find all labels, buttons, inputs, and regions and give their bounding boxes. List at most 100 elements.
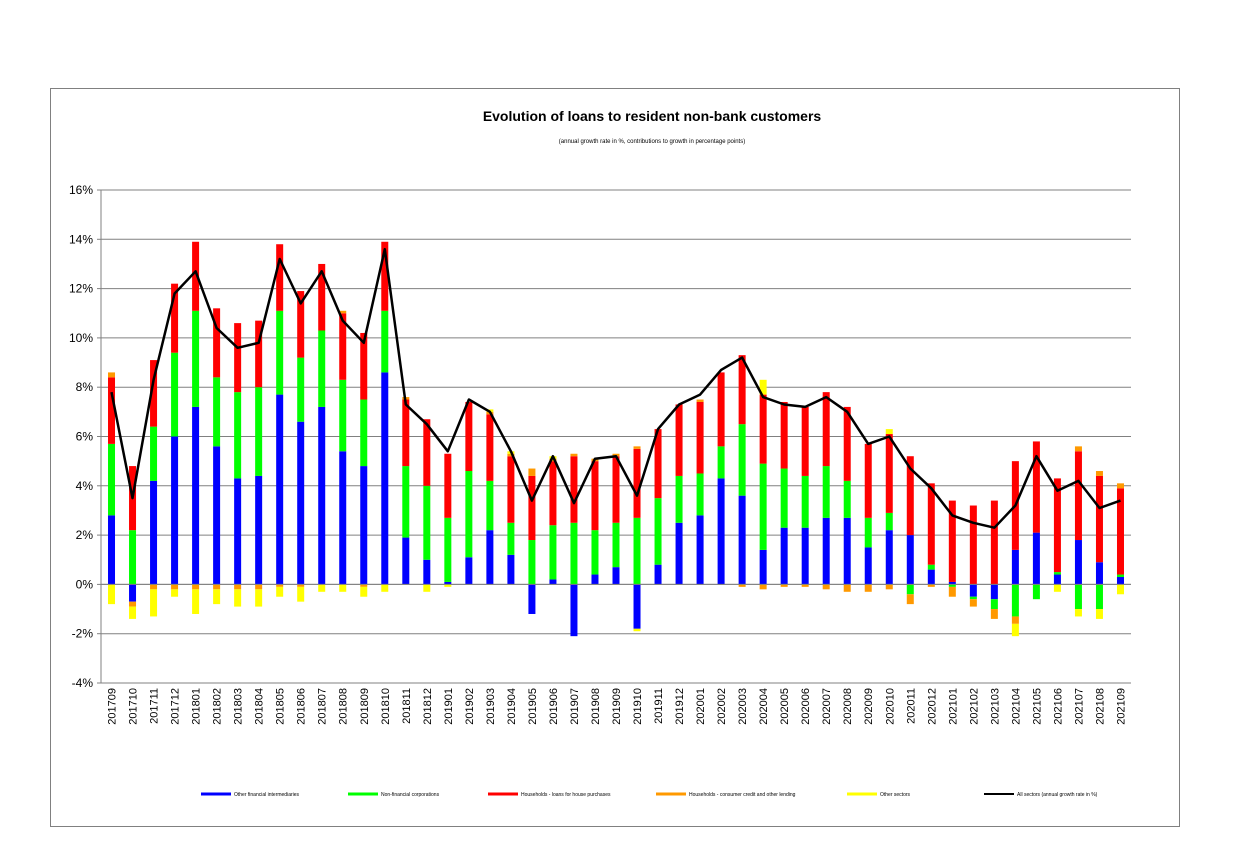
bar-non-financial-corporations xyxy=(465,471,473,558)
bar-non-financial-corporations xyxy=(822,466,830,518)
bar-households-loans-for-house-purchases xyxy=(1032,441,1040,533)
bar-households-consumer-credit-and-other-lending xyxy=(990,609,998,619)
bar-other-financial-intermediaries xyxy=(864,547,872,585)
x-tick-label: 201902 xyxy=(464,688,476,725)
bar-households-loans-for-house-purchases xyxy=(675,404,683,476)
bar-other-financial-intermediaries xyxy=(507,554,515,585)
y-tick-label: 14% xyxy=(69,232,93,246)
x-tick-label: 201909 xyxy=(611,688,623,725)
x-tick-label: 202108 xyxy=(1094,688,1106,725)
bar-non-financial-corporations xyxy=(486,480,494,531)
bar-households-loans-for-house-purchases xyxy=(465,401,473,472)
bar-households-loans-for-house-purchases xyxy=(108,377,116,444)
axes xyxy=(100,190,1131,683)
bar-households-consumer-credit-and-other-lending xyxy=(906,594,914,605)
bar-households-consumer-credit-and-other-lending xyxy=(360,584,368,587)
bar-other-sectors xyxy=(360,586,368,597)
x-tick-label: 202004 xyxy=(758,688,770,725)
x-tick-label: 202009 xyxy=(863,688,875,725)
bar-households-loans-for-house-purchases xyxy=(696,401,704,474)
bar-other-financial-intermediaries xyxy=(465,557,473,585)
y-tick-label: 8% xyxy=(76,380,94,394)
bar-households-consumer-credit-and-other-lending xyxy=(948,586,956,597)
bar-non-financial-corporations xyxy=(1095,584,1103,610)
bar-other-financial-intermediaries xyxy=(276,394,284,585)
bar-households-loans-for-house-purchases xyxy=(612,456,620,523)
x-tick-label: 201801 xyxy=(191,688,203,725)
bar-other-financial-intermediaries xyxy=(360,466,368,585)
bar-other-sectors xyxy=(171,589,179,597)
bar-other-sectors xyxy=(234,589,242,607)
bar-other-financial-intermediaries xyxy=(1095,562,1103,585)
x-tick-label: 202011 xyxy=(905,688,917,724)
x-tick-label: 201907 xyxy=(569,688,581,725)
bar-other-financial-intermediaries xyxy=(969,584,977,597)
x-tick-label: 202005 xyxy=(779,688,791,725)
x-tick-label: 202003 xyxy=(737,688,749,725)
bar-non-financial-corporations xyxy=(969,596,977,600)
bar-other-financial-intermediaries xyxy=(990,584,998,600)
bar-non-financial-corporations xyxy=(612,522,620,568)
bar-households-consumer-credit-and-other-lending xyxy=(129,601,137,607)
y-tick-label: 10% xyxy=(69,331,93,345)
bar-non-financial-corporations xyxy=(318,330,326,407)
bar-households-loans-for-house-purchases xyxy=(570,456,578,523)
bar-non-financial-corporations xyxy=(948,584,956,587)
x-tick-label: 202001 xyxy=(695,688,707,725)
bar-other-financial-intermediaries xyxy=(255,475,263,585)
bar-non-financial-corporations xyxy=(633,517,641,585)
x-tick-label: 201810 xyxy=(380,688,392,725)
bar-households-consumer-credit-and-other-lending xyxy=(738,584,746,587)
bar-non-financial-corporations xyxy=(843,480,851,518)
x-tick-label: 202008 xyxy=(842,688,854,725)
bar-other-financial-intermediaries xyxy=(612,567,620,585)
x-tick-label: 201802 xyxy=(212,688,224,725)
bar-non-financial-corporations xyxy=(234,392,242,479)
bar-other-sectors xyxy=(633,628,641,632)
chart: Evolution of loans to resident non-bank … xyxy=(69,108,1131,798)
total-line-series xyxy=(110,247,1121,529)
bar-other-sectors xyxy=(381,584,389,592)
x-tick-label: 201903 xyxy=(485,688,497,725)
bar-non-financial-corporations xyxy=(276,310,284,395)
bar-households-loans-for-house-purchases xyxy=(843,406,851,481)
bar-non-financial-corporations xyxy=(423,485,431,560)
bar-households-loans-for-house-purchases xyxy=(906,456,914,536)
bar-households-loans-for-house-purchases xyxy=(213,308,221,378)
bar-non-financial-corporations xyxy=(129,530,137,585)
x-tick-label: 201808 xyxy=(338,688,350,725)
bar-other-financial-intermediaries xyxy=(549,579,557,585)
bar-other-financial-intermediaries xyxy=(948,581,956,585)
bar-other-financial-intermediaries xyxy=(297,421,305,585)
bar-households-loans-for-house-purchases xyxy=(318,263,326,331)
bar-households-consumer-credit-and-other-lending xyxy=(843,584,851,592)
bar-other-financial-intermediaries xyxy=(129,584,137,602)
x-tick-label: 202102 xyxy=(968,688,980,725)
x-tick-label: 201806 xyxy=(296,688,308,725)
gridlines xyxy=(97,189,1131,684)
bar-non-financial-corporations xyxy=(885,512,893,531)
bar-other-sectors xyxy=(1116,584,1124,595)
bar-households-loans-for-house-purchases xyxy=(759,394,767,464)
bar-households-consumer-credit-and-other-lending xyxy=(759,584,767,590)
bar-other-sectors xyxy=(444,584,452,587)
bar-non-financial-corporations xyxy=(360,399,368,467)
bar-other-sectors xyxy=(1053,584,1061,592)
bar-households-consumer-credit-and-other-lending xyxy=(171,584,179,590)
bar-non-financial-corporations xyxy=(192,310,200,407)
y-tick-label: 6% xyxy=(76,430,94,444)
bar-households-consumer-credit-and-other-lending xyxy=(801,584,809,587)
bar-households-loans-for-house-purchases xyxy=(297,291,305,358)
bar-non-financial-corporations xyxy=(150,426,158,481)
bar-non-financial-corporations xyxy=(549,525,557,580)
bar-other-sectors xyxy=(297,586,305,602)
bar-households-loans-for-house-purchases xyxy=(969,505,977,585)
bar-other-financial-intermediaries xyxy=(927,569,935,585)
bar-other-financial-intermediaries xyxy=(192,406,200,585)
legend-label: Non-financial corporations xyxy=(381,792,440,798)
y-tick-label: 12% xyxy=(69,282,93,296)
bar-non-financial-corporations xyxy=(570,522,578,585)
bar-households-consumer-credit-and-other-lending xyxy=(780,584,788,587)
bar-households-loans-for-house-purchases xyxy=(360,332,368,400)
bar-other-sectors xyxy=(759,379,767,395)
